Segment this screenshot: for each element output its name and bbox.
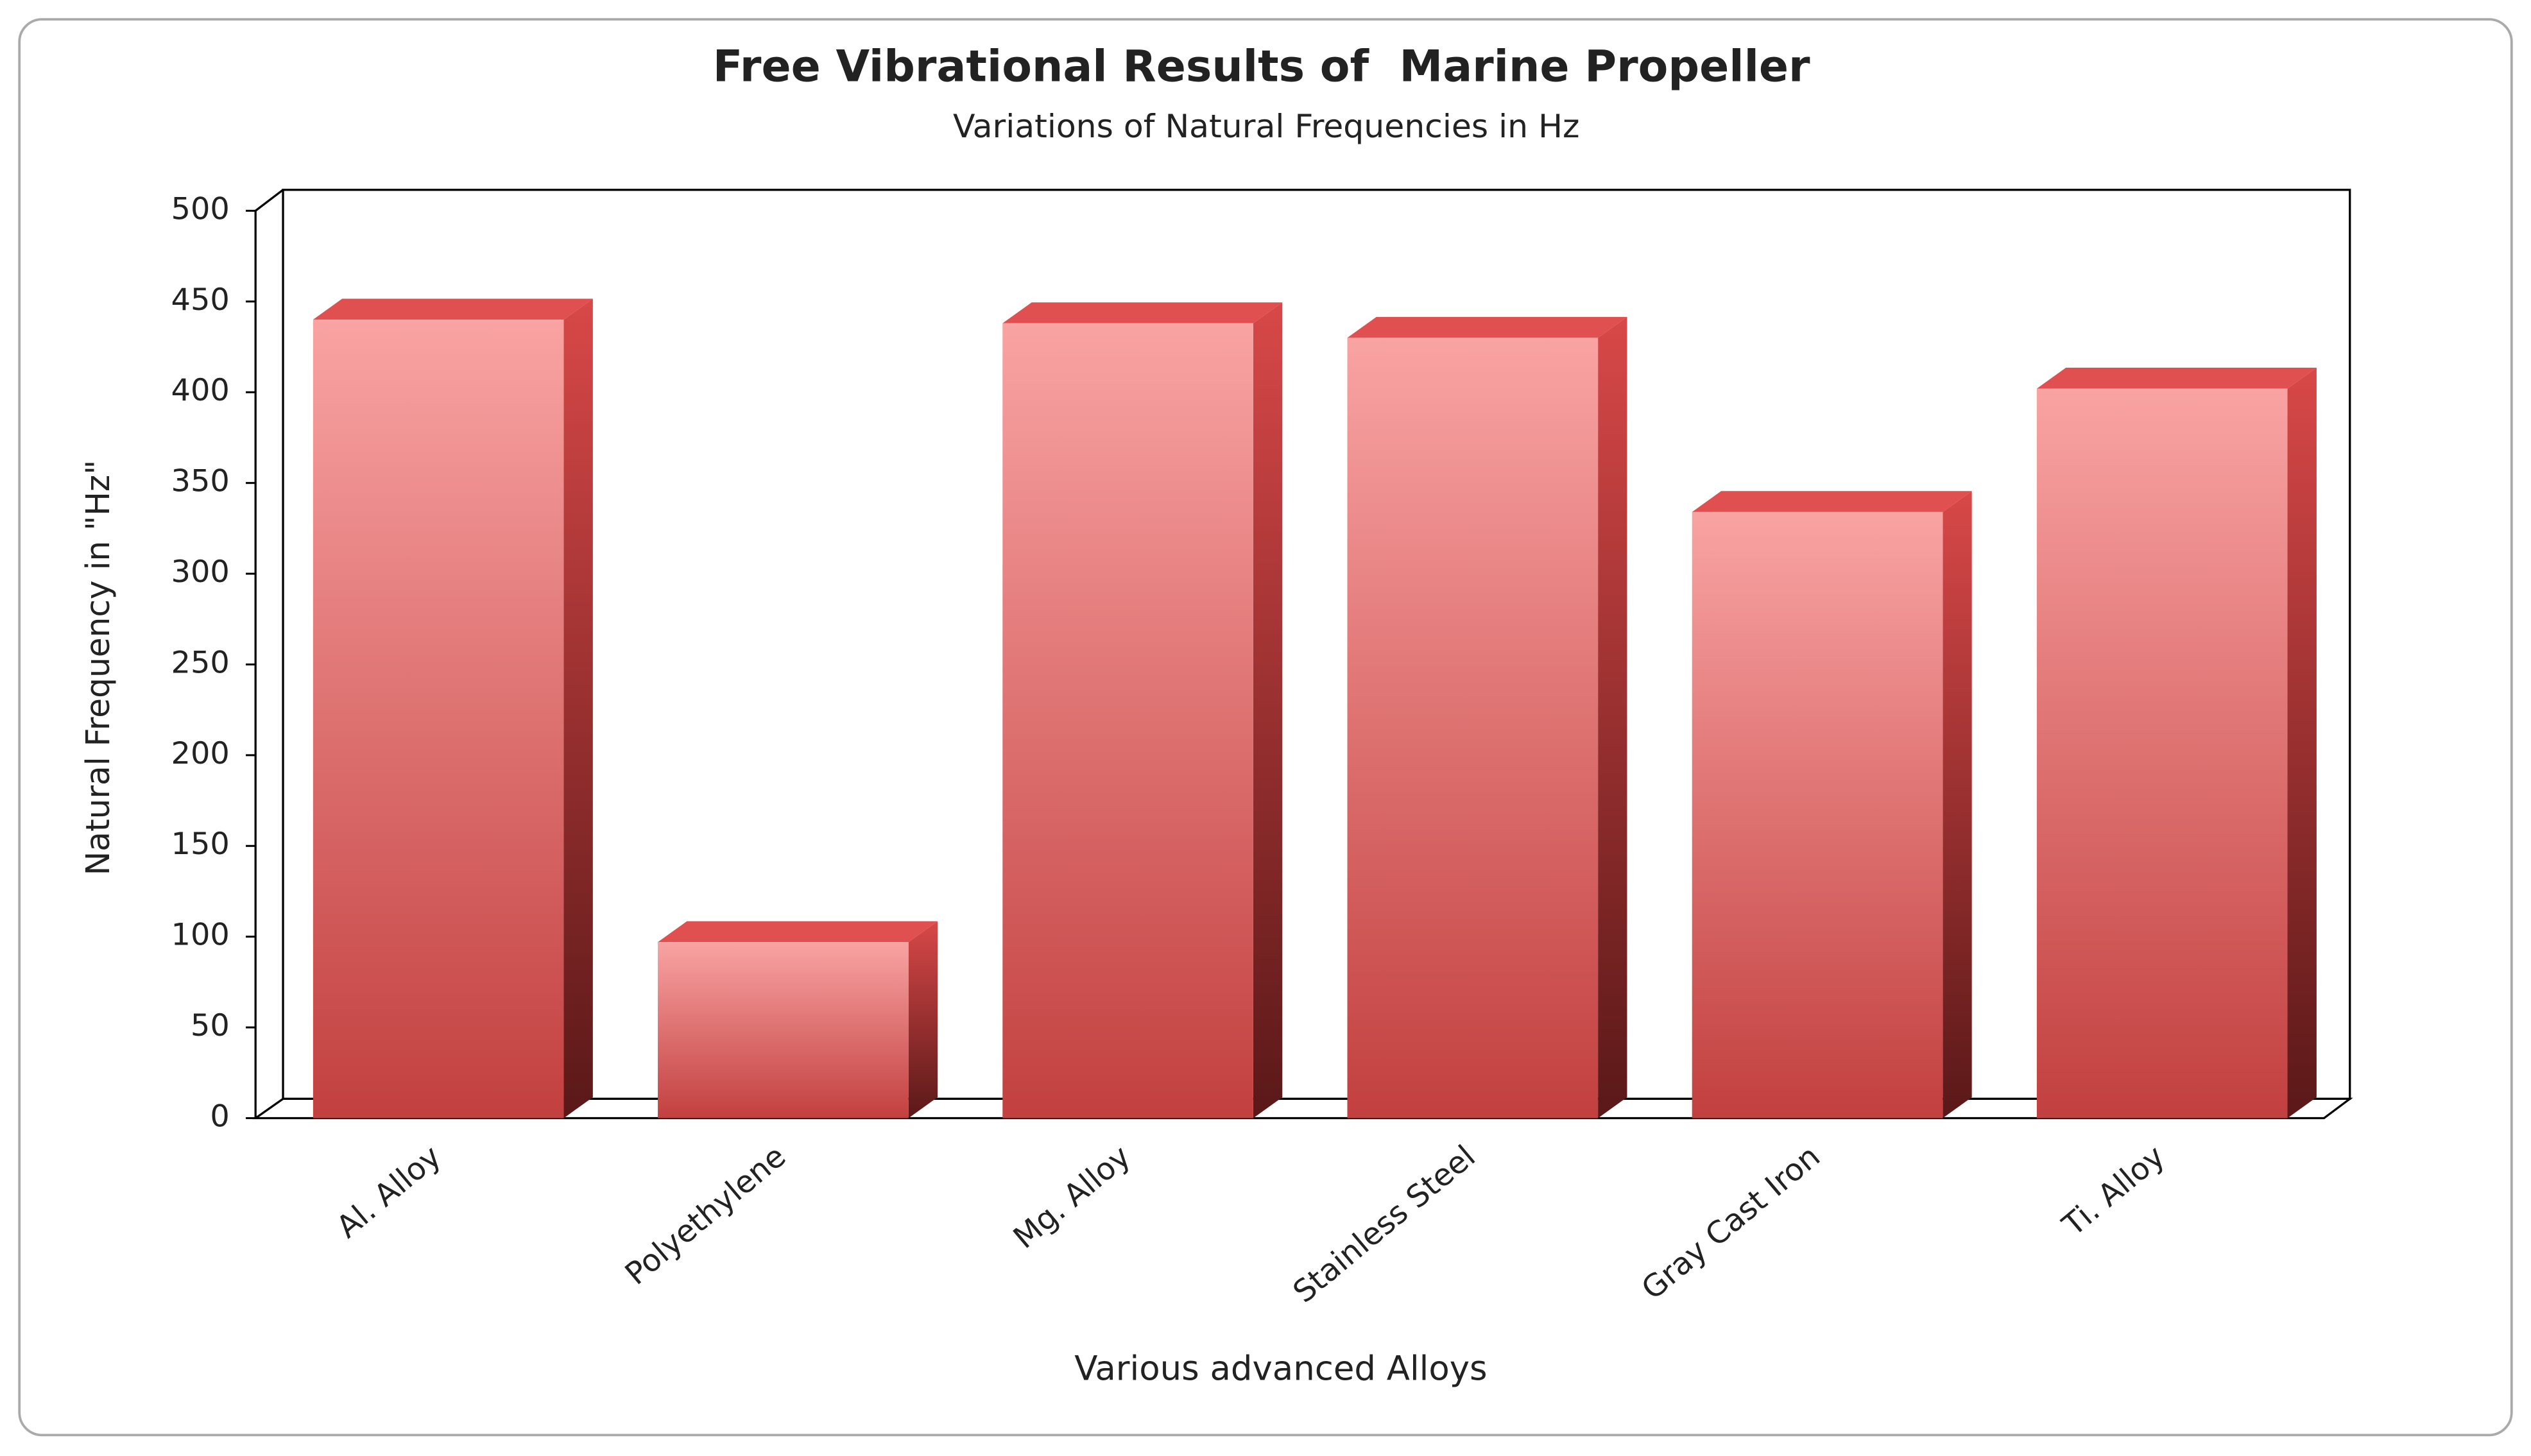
- bar: [658, 942, 909, 1118]
- chart-subtitle: Variations of Natural Frequencies in Hz: [953, 107, 1579, 145]
- bar-side: [908, 921, 938, 1118]
- bar-side: [1943, 491, 1972, 1118]
- y-axis-title: Natural Frequency in "Hz": [79, 460, 117, 876]
- axis-edge: [255, 189, 284, 212]
- y-tick-label: 450: [171, 282, 229, 318]
- bar-top: [1692, 491, 1972, 512]
- y-tick-label: 50: [191, 1008, 230, 1043]
- bar-top: [1347, 316, 1627, 338]
- x-axis-title: Various advanced Alloys: [1074, 1349, 1487, 1389]
- bar: [2036, 388, 2288, 1118]
- y-tick-label: 0: [210, 1099, 229, 1135]
- chart-title: Free Vibrational Results of Marine Prope…: [713, 41, 1810, 92]
- bar: [1347, 338, 1599, 1118]
- bar-side: [1253, 302, 1283, 1118]
- y-tick-label: 150: [171, 826, 229, 862]
- y-tick-label: 100: [171, 918, 229, 953]
- y-tick-label: 200: [171, 736, 229, 771]
- bar-top: [313, 298, 593, 320]
- y-tick-label: 300: [171, 554, 229, 590]
- bar: [1692, 511, 1943, 1118]
- y-tick-label: 350: [171, 464, 229, 499]
- bar-side: [563, 298, 593, 1118]
- bar-side: [1598, 316, 1627, 1118]
- bar-side: [2287, 368, 2317, 1118]
- y-tick-label: 500: [171, 192, 229, 227]
- bar-top: [658, 921, 938, 943]
- bar-top: [1002, 302, 1283, 323]
- y-tick-label: 400: [171, 373, 229, 408]
- y-tick-label: 250: [171, 646, 229, 681]
- bar: [313, 320, 564, 1118]
- bar: [1002, 323, 1253, 1118]
- bar-top: [2036, 368, 2317, 389]
